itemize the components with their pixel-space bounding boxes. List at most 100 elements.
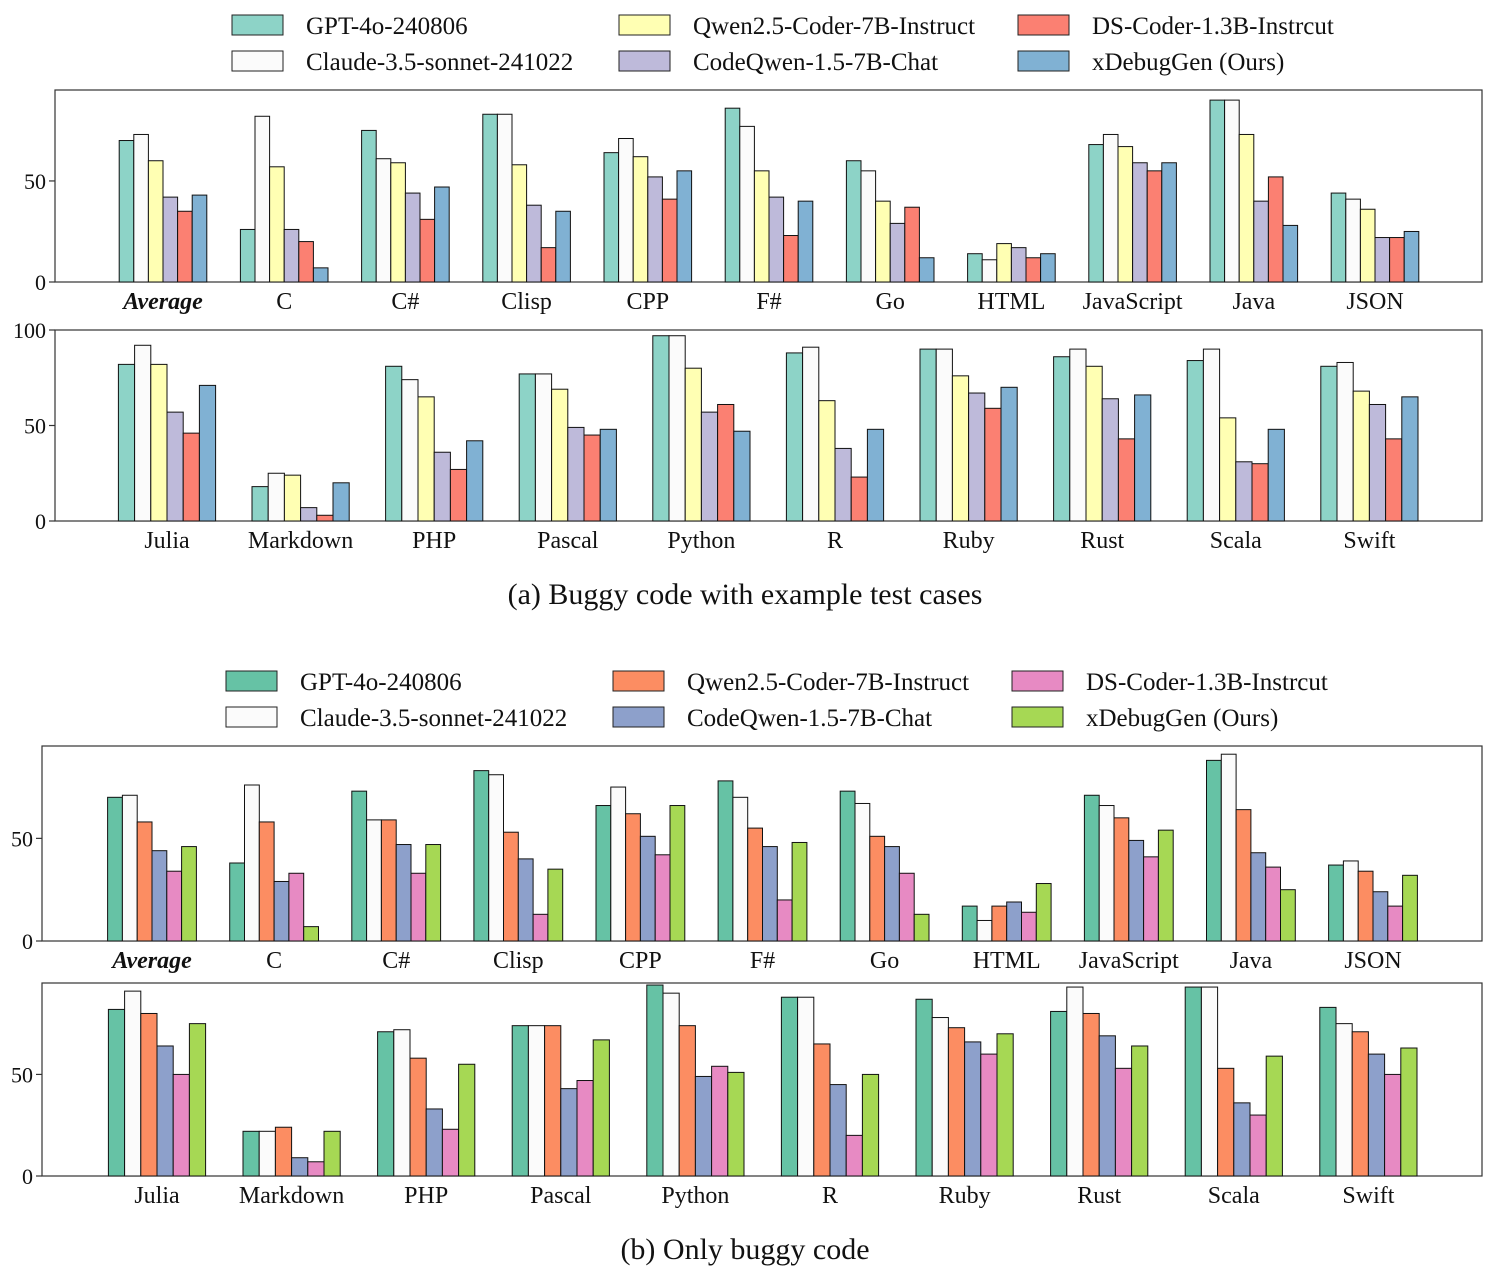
bar-xdebuggen-ours-r [861,1073,880,1177]
x-tick-label: JavaScript [1083,289,1183,315]
bar-gpt-4o-240806-ruby [919,348,937,522]
bar-claude-3-5-sonnet-241022-json [1342,860,1359,942]
bar-gpt-4o-240806-java [1209,99,1226,283]
bar-codeqwen-1-5-7b-chat-swift [1367,1053,1386,1177]
bar-qwen2-5-coder-7b-instruct-pascal [544,1025,562,1177]
bar-ds-coder-1-3b-instrcut-swift [1385,438,1403,522]
bar-qwen2-5-coder-7b-instruct-html [996,243,1012,283]
bar-xdebuggen-ours-f [797,200,814,283]
bar-qwen2-5-coder-7b-instruct-f [747,827,764,942]
plot-frame [41,982,1483,1177]
chart-a-bottom: 0 50 100 Julia Markdown PHP Pascal Python R Ruby R… [13,318,1483,554]
bar-ds-coder-1-3b-instrcut-swift [1384,1073,1402,1177]
legend-item-xdebuggen-ours: xDebugGen (Ours) [1017,49,1284,76]
x-tick-label: Pascal [537,528,599,554]
bar-ds-coder-1-3b-instrcut-go [904,206,920,283]
y-tick-label: 50 [11,826,33,851]
legend-swatch [618,14,671,36]
bar-qwen2-5-coder-7b-instruct-c [258,821,275,942]
x-tick-label: Swift [1343,528,1395,554]
bar-qwen2-5-coder-7b-instruct-swift [1351,1031,1369,1177]
bar-gpt-4o-240806-julia [117,363,136,522]
category-clisp: Clisp [473,770,564,974]
bar-gpt-4o-240806-c [239,228,256,283]
bar-xdebuggen-ours-markdown [323,1130,341,1177]
bar-gpt-4o-240806-javascript [1083,794,1100,942]
legend-item-ds-coder-1-3b-instrcut: DS-Coder-1.3B-Instrcut [1011,669,1328,696]
bar-xdebuggen-ours-julia [188,1023,207,1177]
bar-gpt-4o-240806-html [967,253,983,283]
legend-item-gpt-4o-240806: GPT-4o-240806 [225,669,462,696]
legend-swatch [612,670,665,692]
legend-swatch [612,706,665,728]
chart-b-bottom: 0 50 Julia Markdown PHP Pascal Python R Ruby Rust… [11,982,1483,1209]
bar-xdebuggen-ours-scala [1267,428,1285,522]
category-pascal: Pascal [511,1025,610,1209]
bar-ds-coder-1-3b-instrcut-c [410,872,427,942]
bar-qwen2-5-coder-7b-instruct-clisp [503,831,519,942]
legend-label: GPT-4o-240806 [300,669,462,696]
bar-ds-coder-1-3b-instrcut-julia [172,1073,190,1177]
category-c: C# [361,129,450,315]
legend-item-claude-3-5-sonnet-241022: Claude-3.5-sonnet-241022 [225,705,567,732]
bar-qwen2-5-coder-7b-instruct-swift [1352,390,1370,522]
x-tick-label: Go [870,948,899,974]
bar-xdebuggen-ours-c [312,267,329,283]
category-python: Python [646,984,745,1209]
category-go: Go [845,160,935,315]
category-pascal: Pascal [518,373,617,554]
bar-codeqwen-1-5-7b-chat-c [273,880,290,942]
bar-ds-coder-1-3b-instrcut-cpp [654,854,671,942]
bar-xdebuggen-ours-average [191,194,208,283]
bar-codeqwen-1-5-7b-chat-scala [1235,461,1253,522]
x-tick-label: F# [750,948,775,974]
bar-ds-coder-1-3b-instrcut-javascript [1143,856,1159,942]
bar-qwen2-5-coder-7b-instruct-cpp [625,813,641,942]
bar-gpt-4o-240806-cpp [595,805,612,942]
category-r: R [780,996,880,1209]
bar-gpt-4o-240806-python [646,984,664,1177]
x-tick-label: Swift [1342,1183,1394,1209]
bar-qwen2-5-coder-7b-instruct-javascript [1113,817,1130,942]
bar-xdebuggen-ours-rust [1134,394,1152,522]
category-c: C [239,115,329,315]
x-tick-label: Ruby [943,528,995,554]
legend-label: DS-Coder-1.3B-Instrcut [1092,13,1334,40]
category-php: PHP [377,1029,476,1209]
bar-codeqwen-1-5-7b-chat-ruby [968,392,986,522]
bar-claude-3-5-sonnet-241022-ruby [931,1017,949,1177]
bar-gpt-4o-240806-c [361,129,377,283]
bar-claude-3-5-sonnet-241022-c [375,158,392,283]
legend-swatch [231,50,284,72]
bar-ds-coder-1-3b-instrcut-go [898,872,915,942]
bar-xdebuggen-ours-go [918,257,935,283]
legend-label: GPT-4o-240806 [306,13,468,40]
bar-xdebuggen-ours-markdown [332,482,350,522]
y-tick-label: 0 [35,509,46,534]
bar-ds-coder-1-3b-instrcut-f [783,235,799,283]
bar-qwen2-5-coder-7b-instruct-clisp [511,164,528,283]
bar-qwen2-5-coder-7b-instruct-c [390,162,406,283]
bar-gpt-4o-240806-f [724,107,741,283]
bar-gpt-4o-240806-php [385,365,403,522]
bar-gpt-4o-240806-average [107,796,123,942]
bar-claude-3-5-sonnet-241022-julia [124,990,142,1177]
bar-claude-3-5-sonnet-241022-pascal [527,1025,546,1177]
bar-ds-coder-1-3b-instrcut-rust [1117,438,1136,522]
x-tick-label: Julia [144,528,190,554]
category-php: PHP [385,365,484,554]
bar-claude-3-5-sonnet-241022-r [802,346,820,522]
bar-xdebuggen-ours-c [425,844,442,942]
x-tick-label: Rust [1080,528,1124,554]
bar-xdebuggen-ours-c [303,926,320,942]
x-tick-label: Markdown [248,528,353,554]
legend-label: DS-Coder-1.3B-Instrcut [1086,669,1328,696]
x-tick-label: C# [391,289,419,315]
bar-ds-coder-1-3b-instrcut-c [419,218,436,283]
bar-xdebuggen-ours-python [727,1071,745,1177]
bar-xdebuggen-ours-html [1040,253,1056,283]
bar-gpt-4o-240806-json [1328,864,1344,942]
bar-codeqwen-1-5-7b-chat-python [694,1075,713,1177]
bar-gpt-4o-240806-go [845,160,862,283]
bar-qwen2-5-coder-7b-instruct-f [753,170,770,283]
